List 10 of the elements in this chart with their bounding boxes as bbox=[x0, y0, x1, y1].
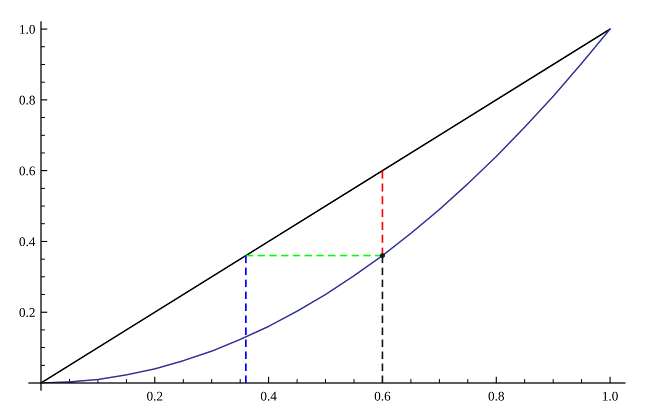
y-tick-label: 0.2 bbox=[19, 308, 35, 317]
x-tick-label: 0.2 bbox=[147, 392, 162, 401]
y-tick-label: 1.0 bbox=[20, 24, 35, 34]
x-tick-label: 0.8 bbox=[488, 392, 504, 401]
x-tick-label: 1.0 bbox=[602, 392, 618, 401]
y-tick-label: 0.8 bbox=[19, 96, 35, 105]
x-tick-label: 0.4 bbox=[260, 392, 277, 401]
x-tick-label: 0.6 bbox=[374, 392, 390, 401]
y-tick-label: 0.4 bbox=[19, 237, 36, 246]
y-tick-label: 0.6 bbox=[19, 166, 36, 176]
